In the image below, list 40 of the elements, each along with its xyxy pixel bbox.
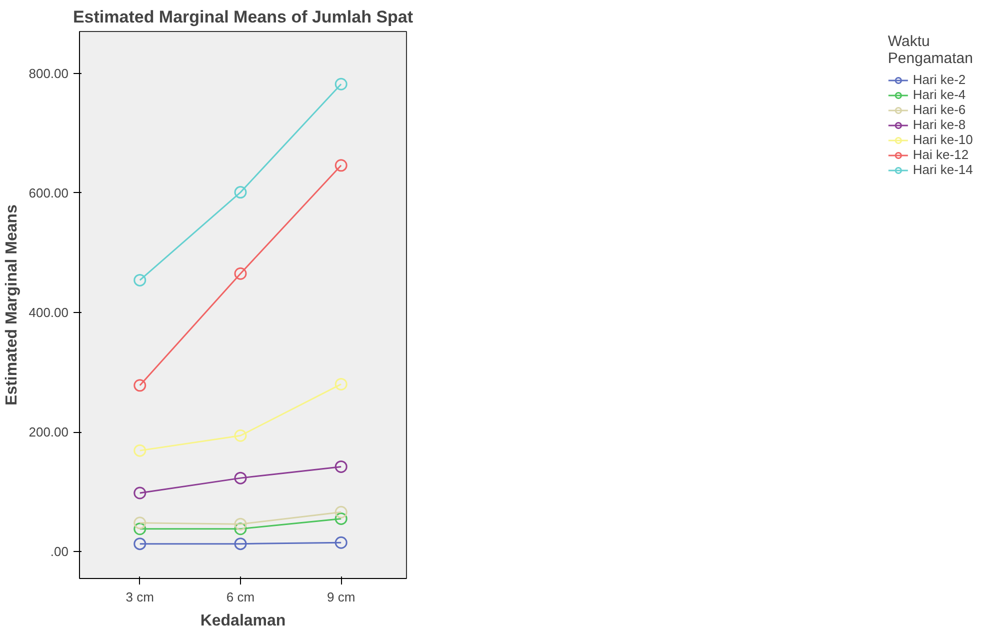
point [234, 267, 247, 280]
legend-label: Hari ke-6 [912, 102, 966, 117]
point [234, 429, 247, 442]
legend-label: Hari ke-14 [912, 162, 973, 177]
point [234, 518, 247, 530]
legend-label: Hai ke-12 [912, 147, 969, 162]
point [134, 522, 146, 536]
y-axis-title: Estimated Marginal Means [4, 204, 21, 406]
x-axis-title: Kedalaman [200, 612, 286, 630]
point [334, 506, 348, 518]
point [234, 186, 247, 199]
point [334, 460, 348, 473]
point [334, 378, 348, 390]
point [234, 472, 247, 484]
point [334, 159, 348, 172]
point [334, 512, 348, 525]
x-tick-label: 9 cm [327, 590, 356, 604]
legend-label: Hari ke-2 [912, 72, 966, 87]
y-tick-label: 200.00 [28, 424, 69, 440]
y-tick-label: .00 [50, 544, 69, 560]
point [134, 379, 146, 392]
point [134, 538, 146, 550]
point [134, 486, 146, 500]
legend-label: Hari ke-4 [912, 87, 966, 102]
legend-label: Hari ke-8 [912, 117, 966, 132]
x-tick-label: 3 cm [126, 590, 154, 604]
point [134, 516, 146, 530]
x-tick-label: 6 cm [226, 590, 255, 604]
chart-title: Estimated Marginal Means of Jumlah Spat [72, 8, 414, 26]
y-tick-label: 600.00 [28, 185, 69, 200]
y-tick-label: 400.00 [28, 304, 69, 320]
point [234, 522, 247, 536]
point [134, 444, 146, 457]
point [334, 536, 348, 549]
legend-title: Waktu Pengamatan [888, 33, 973, 67]
legend-label: Hari ke-10 [912, 132, 973, 147]
point [234, 538, 247, 550]
point [134, 274, 146, 286]
y-tick-label: 800.00 [28, 66, 69, 81]
point [334, 78, 348, 90]
